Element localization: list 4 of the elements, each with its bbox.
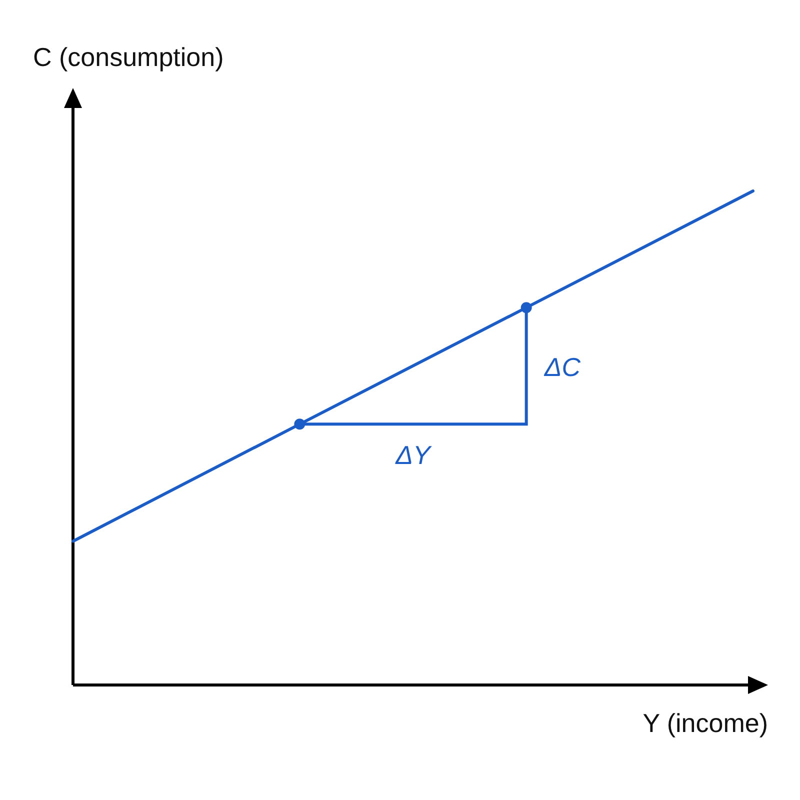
y-axis-title: C (consumption): [33, 42, 224, 72]
x-axis-title: Y (income): [642, 708, 768, 738]
annotation: ΔY: [394, 440, 432, 470]
annotation: ΔC: [543, 352, 581, 382]
